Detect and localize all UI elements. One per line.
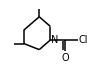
Text: N: N (51, 35, 59, 45)
Text: Cl: Cl (79, 35, 88, 45)
Text: O: O (61, 53, 69, 63)
